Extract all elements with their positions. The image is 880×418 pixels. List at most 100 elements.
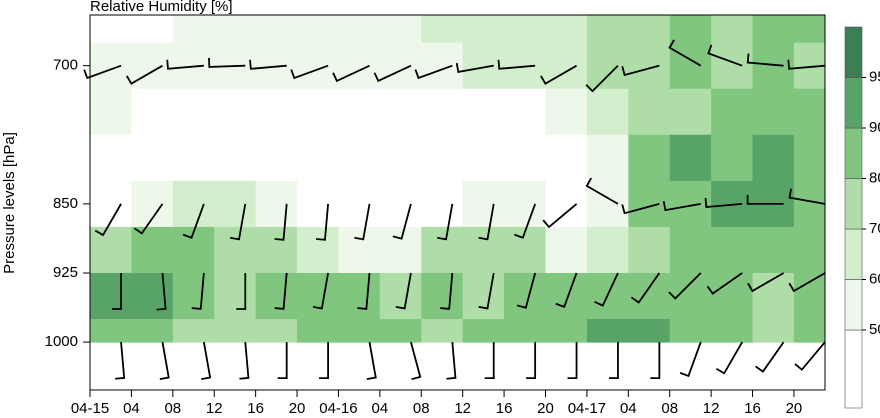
rh-cell xyxy=(131,88,174,136)
rh-cell xyxy=(131,272,174,320)
rh-cell xyxy=(504,272,546,320)
rh-cell xyxy=(462,272,505,320)
rh-cell xyxy=(172,319,215,343)
x-tick-label: 20 xyxy=(289,400,306,417)
wind-barb xyxy=(679,341,702,378)
wind-barb xyxy=(373,64,412,83)
wind-barb xyxy=(715,341,743,375)
rh-cell xyxy=(379,319,422,343)
rh-cell xyxy=(504,15,546,44)
rh-cell xyxy=(504,180,546,228)
rh-cell xyxy=(297,42,339,90)
wind-barb xyxy=(230,203,247,241)
rh-cell xyxy=(752,134,795,182)
wind-barb xyxy=(542,203,578,229)
rh-cell xyxy=(338,226,381,274)
rh-cell xyxy=(752,226,795,274)
rh-cell xyxy=(711,134,754,182)
rh-cell xyxy=(131,319,174,343)
wind-barb xyxy=(455,62,494,73)
y-tick-label: 700 xyxy=(53,57,78,74)
wind-barb xyxy=(526,342,537,379)
rh-cell xyxy=(214,134,257,182)
wind-barb xyxy=(794,341,826,371)
rh-cell xyxy=(379,42,422,90)
wind-barb xyxy=(497,59,536,70)
y-axis-label: Pressure levels [hPa] xyxy=(1,132,18,274)
wind-barb xyxy=(446,342,457,380)
rh-cell xyxy=(669,180,712,228)
rh-cell xyxy=(711,319,754,343)
wind-barb xyxy=(133,203,164,235)
rh-cell xyxy=(586,42,629,90)
rh-cell xyxy=(338,272,381,320)
wind-barb xyxy=(788,272,826,293)
colorbar-label: 60 xyxy=(869,270,880,287)
rh-cell xyxy=(793,319,826,343)
wind-barb xyxy=(83,64,122,80)
wind-barb xyxy=(239,342,250,380)
rh-cell xyxy=(462,88,505,136)
wind-barb xyxy=(312,272,329,310)
rh-cell xyxy=(421,15,464,44)
x-tick-label: 04-15 xyxy=(71,400,109,417)
rh-cell xyxy=(90,226,132,274)
rh-cell xyxy=(628,319,671,343)
x-tick-label: 16 xyxy=(496,400,513,417)
rh-cell xyxy=(711,226,754,274)
rh-cell xyxy=(421,226,464,274)
y-tick-label: 1000 xyxy=(45,333,78,350)
wind-barb xyxy=(208,57,246,68)
rh-cell xyxy=(545,15,588,44)
rh-cell xyxy=(711,15,754,44)
rh-cell xyxy=(711,88,754,136)
rh-cell xyxy=(90,134,132,182)
rh-cell xyxy=(172,15,215,44)
rh-cell xyxy=(379,88,422,136)
rh-cell xyxy=(504,88,546,136)
rh-cell xyxy=(462,226,505,274)
rh-cell xyxy=(297,272,339,320)
rh-cell xyxy=(545,319,588,343)
wind-barb xyxy=(621,203,660,215)
rh-cell xyxy=(586,88,629,136)
rh-cell xyxy=(628,42,671,90)
wind-barb xyxy=(126,64,163,85)
rh-cell xyxy=(462,180,505,228)
wind-barb xyxy=(112,272,122,310)
wind-barb xyxy=(621,64,660,77)
rh-cell xyxy=(255,15,298,44)
rh-cell xyxy=(628,272,671,320)
x-tick-label: 20 xyxy=(786,400,803,417)
rh-cell xyxy=(421,88,464,136)
rh-cell xyxy=(504,319,546,343)
rh-cell xyxy=(793,134,826,182)
rh-cell xyxy=(421,180,464,228)
x-tick-label: 04 xyxy=(123,400,140,417)
rh-cell xyxy=(297,134,339,182)
wind-barb xyxy=(608,342,619,379)
rh-cell xyxy=(131,15,174,44)
rh-cell xyxy=(669,15,712,44)
wind-barb xyxy=(437,203,454,241)
wind-barb xyxy=(315,203,329,241)
wind-barb xyxy=(630,272,661,304)
plot-frame xyxy=(89,14,826,391)
wind-barb xyxy=(115,342,126,380)
wind-barb xyxy=(274,272,288,310)
rh-cell xyxy=(586,226,629,274)
rh-cell xyxy=(214,88,257,136)
wind-barb xyxy=(440,272,454,310)
rh-cell xyxy=(297,226,339,274)
rh-cell xyxy=(379,134,422,182)
rh-cell xyxy=(545,226,588,274)
colorbar-bin xyxy=(844,279,863,331)
wind-barb xyxy=(319,342,329,379)
rh-cell xyxy=(255,134,298,182)
rh-cell xyxy=(586,15,629,44)
rh-cell xyxy=(297,15,339,44)
rh-cell xyxy=(297,88,339,136)
wind-barb xyxy=(746,53,784,67)
x-tick-label: 12 xyxy=(703,400,720,417)
rh-cell xyxy=(338,15,381,44)
